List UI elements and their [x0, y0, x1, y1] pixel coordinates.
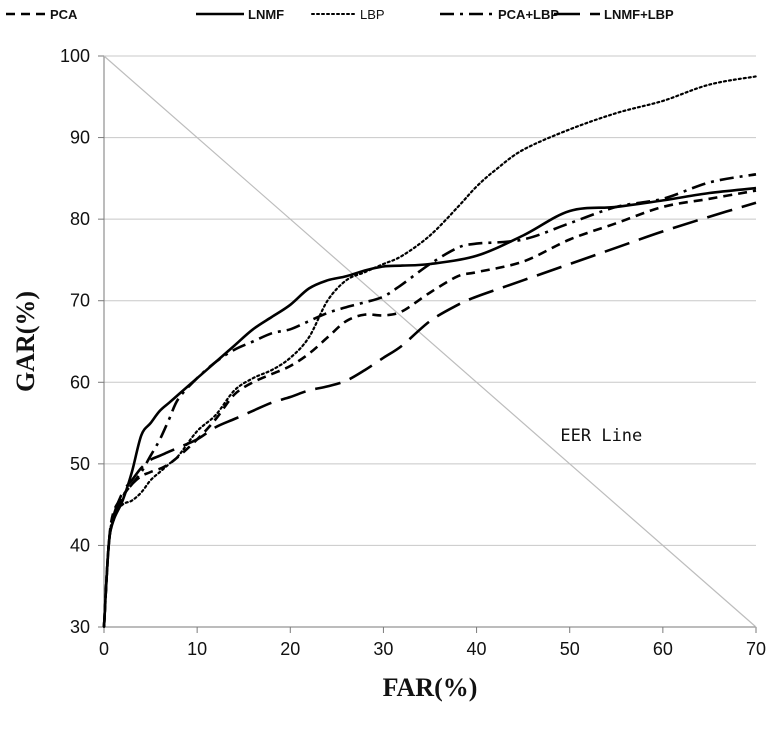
series-line-pca [102, 189, 757, 628]
y-tick-label-6: 90 [70, 128, 90, 148]
y-tick-label-7: 100 [60, 46, 90, 66]
x-tick-label-2: 20 [280, 639, 300, 659]
series-line-pca-lbp [102, 173, 757, 628]
x-axis-title: FAR(%) [383, 673, 478, 702]
x-tick-label-4: 40 [467, 639, 487, 659]
y-tick-label-3: 60 [70, 372, 90, 392]
legend-label-lbp: LBP [360, 7, 385, 22]
x-tick-label-0: 0 [99, 639, 109, 659]
x-tick-label-7: 70 [746, 639, 766, 659]
x-tick-label-6: 60 [653, 639, 673, 659]
annotation-eer-line-label: EER Line [560, 426, 642, 446]
series-line-lnmf [102, 186, 757, 628]
legend-label-pca-lbp: PCA+LBP [498, 7, 559, 22]
series-line-lbp [102, 75, 758, 629]
y-axis-title: GAR(%) [11, 291, 40, 392]
legend-label-pca: PCA [50, 7, 78, 22]
x-tick-label-1: 10 [187, 639, 207, 659]
series-line-eer-line [103, 55, 757, 628]
y-tick-label-4: 70 [70, 291, 90, 311]
legend-label-lnmf: LNMF [248, 7, 284, 22]
y-tick-label-5: 80 [70, 209, 90, 229]
series-line-lnmf-lbp [102, 201, 757, 628]
y-tick-label-0: 30 [70, 617, 90, 637]
legend-label-lnmf-lbp: LNMF+LBP [604, 7, 674, 22]
x-tick-label-3: 30 [373, 639, 393, 659]
x-tick-label-5: 50 [560, 639, 580, 659]
y-tick-label-1: 40 [70, 535, 90, 555]
y-tick-label-2: 50 [70, 454, 90, 474]
